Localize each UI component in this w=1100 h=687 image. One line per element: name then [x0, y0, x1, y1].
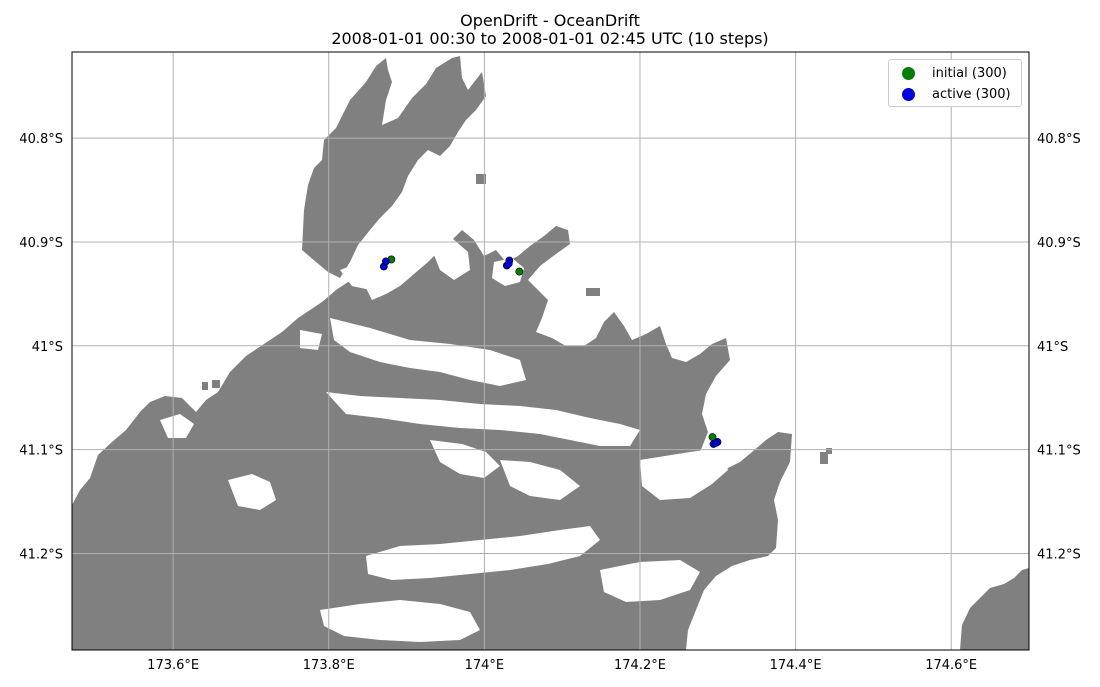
x-tick-label-0: 173.6°E — [147, 658, 199, 673]
land-mask — [72, 56, 1029, 650]
legend-item-active: active (300) — [889, 85, 1011, 103]
x-tick-label-5: 174.6°E — [925, 658, 977, 673]
y-tick-label-left-2: 41°S — [32, 340, 63, 355]
y-tick-label-right-3: 41.1°S — [1037, 444, 1081, 459]
y-tick-label-left-4: 41.2°S — [19, 547, 63, 562]
legend-marker-initial — [902, 66, 915, 80]
legend-label-initial: initial (300) — [932, 65, 1007, 81]
y-tick-labels: 40.8°S 40.8°S 40.9°S 40.9°S 41°S 41°S 41.1°S 41… — [19, 132, 1080, 562]
active-particle-7 — [712, 439, 720, 447]
chart-title: OpenDrift - OceanDrift — [460, 11, 640, 30]
legend: initial (300) active (300) — [888, 59, 1022, 107]
chart-subtitle: 2008-01-01 00:30 to 2008-01-01 02:45 UTC… — [331, 29, 769, 48]
legend-label-active: active (300) — [932, 86, 1011, 102]
legend-marker-active — [902, 87, 915, 101]
active-particle-4 — [504, 259, 513, 268]
y-tick-label-right-2: 41°S — [1037, 340, 1068, 355]
y-tick-label-right-4: 41.2°S — [1037, 547, 1081, 562]
particle-points — [379, 255, 722, 448]
y-tick-label-right-1: 40.9°S — [1037, 236, 1081, 251]
y-tick-label-left-3: 41.1°S — [19, 444, 63, 459]
x-tick-label-2: 174°E — [465, 658, 505, 673]
initial-particle-1 — [515, 267, 524, 276]
x-tick-label-1: 173.8°E — [303, 658, 355, 673]
plot-frame — [71, 51, 1030, 651]
active-particle-1 — [382, 257, 390, 266]
y-tick-label-left-0: 40.8°S — [19, 132, 63, 147]
inlets — [160, 238, 728, 642]
x-tick-labels: 173.6°E 173.8°E 174°E 174.2°E 174.4°E 174.6°E — [147, 658, 977, 673]
y-tick-label-left-1: 40.9°S — [19, 236, 63, 251]
x-tick-label-3: 174.2°E — [614, 658, 666, 673]
y-tick-label-right-0: 40.8°S — [1037, 132, 1081, 147]
legend-item-initial: initial (300) — [889, 64, 1007, 82]
x-tick-label-4: 174.4°E — [770, 658, 822, 673]
graticule — [72, 52, 1029, 650]
